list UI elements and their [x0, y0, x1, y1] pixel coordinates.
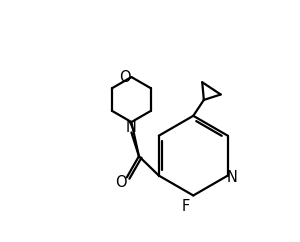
Text: O: O [119, 69, 131, 84]
Text: O: O [116, 175, 127, 190]
Text: N: N [227, 170, 238, 185]
Text: F: F [182, 199, 190, 214]
Text: N: N [126, 120, 137, 135]
